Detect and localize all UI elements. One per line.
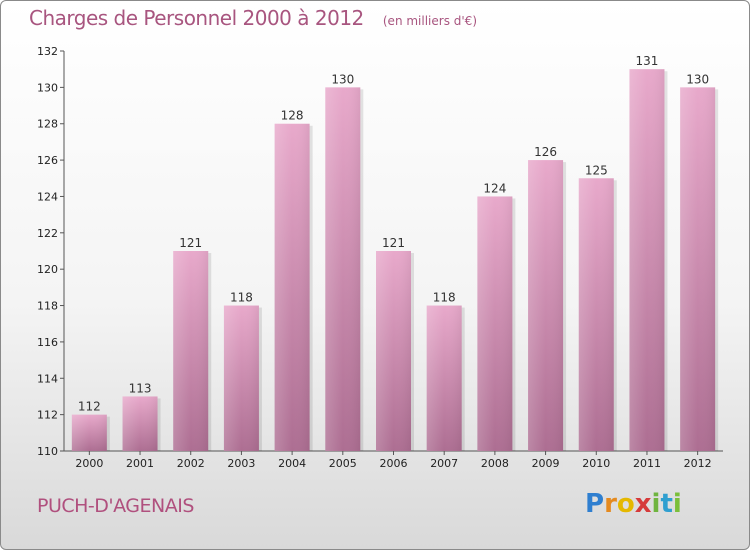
logo-letter: o	[616, 489, 635, 519]
bars: 112 113 121 118 128 130 121 118 124 126 125 131 130	[71, 54, 719, 452]
bar-highlight	[71, 414, 107, 451]
y-axis: 110 112 114 116 118 120 122 124 126 128 130 132	[37, 45, 65, 458]
bar-highlight	[477, 196, 513, 451]
bar-group: 121	[173, 236, 212, 451]
bar-group: 121	[376, 236, 414, 451]
logo-letter: i	[651, 489, 661, 519]
y-tick-label: 124	[37, 190, 58, 203]
x-tick-label: 2004	[278, 457, 306, 470]
data-label: 131	[636, 54, 659, 68]
y-tick-label: 110	[37, 445, 58, 458]
bar-group: 130	[325, 72, 364, 451]
bar-highlight	[122, 396, 158, 451]
bar-group: 113	[122, 381, 161, 451]
proxiti-logo: Proxiti	[585, 489, 682, 519]
x-tick-label: 2000	[75, 457, 103, 470]
bar-group: 130	[680, 72, 719, 451]
data-label: 112	[78, 400, 101, 414]
y-tick-label: 132	[37, 45, 58, 58]
data-label: 124	[483, 181, 506, 195]
bar-highlight	[680, 87, 716, 451]
x-tick-label: 2006	[380, 457, 408, 470]
bar-highlight	[528, 160, 564, 451]
x-tick-label: 2010	[582, 457, 610, 470]
data-label: 121	[382, 236, 405, 250]
logo-letter: t	[660, 489, 673, 519]
data-label: 125	[585, 163, 608, 177]
x-tick-label: 2008	[481, 457, 509, 470]
x-tick-label: 2005	[329, 457, 357, 470]
x-tick-label: 2011	[633, 457, 661, 470]
bar-highlight	[376, 251, 411, 451]
data-label: 126	[534, 145, 557, 159]
data-label: 118	[230, 291, 253, 305]
data-label: 121	[179, 236, 202, 250]
y-tick-label: 128	[37, 118, 58, 131]
commune-name: PUCH-D'AGENAIS	[37, 495, 194, 517]
logo-letter: x	[634, 489, 652, 519]
bar-highlight	[173, 251, 209, 451]
logo-letter: P	[585, 489, 605, 519]
x-tick-label: 2007	[430, 457, 458, 470]
bar-highlight	[274, 123, 310, 452]
bar-group: 126	[528, 145, 567, 451]
bar-group: 118	[426, 291, 465, 451]
y-tick-label: 122	[37, 227, 58, 240]
data-label: 128	[281, 109, 304, 123]
data-label: 130	[686, 72, 709, 86]
x-tick-label: 2012	[684, 457, 712, 470]
x-tick-label: 2002	[177, 457, 205, 470]
bar-group: 112	[71, 400, 110, 451]
bar-group: 124	[477, 181, 516, 451]
bar-group: 131	[629, 54, 668, 451]
title-block: Charges de Personnel 2000 à 2012 (en mil…	[29, 6, 477, 30]
bar-highlight	[426, 305, 462, 451]
chart-title: Charges de Personnel 2000 à 2012	[29, 6, 364, 30]
logo-letter: r	[604, 489, 617, 519]
data-label: 118	[433, 291, 456, 305]
bar-group: 128	[274, 109, 313, 452]
bar-group: 118	[223, 291, 262, 451]
y-tick-label: 114	[37, 372, 58, 385]
y-tick-label: 130	[37, 81, 58, 94]
data-label: 113	[129, 381, 152, 395]
bar-group: 125	[578, 163, 617, 452]
y-tick-label: 112	[37, 409, 58, 422]
bar-highlight	[325, 87, 361, 451]
bar-highlight	[629, 69, 665, 451]
chart-subtitle: (en milliers d'€)	[382, 14, 477, 28]
y-tick-label: 116	[37, 336, 58, 349]
bar-highlight	[578, 178, 614, 452]
x-axis: 2000 2001 2002 2003 2004 2005 2006 2007 2008 2009…	[64, 450, 723, 470]
x-tick-label: 2001	[126, 457, 154, 470]
y-tick-label: 120	[37, 263, 58, 276]
data-label: 130	[331, 72, 354, 86]
bar-highlight	[223, 305, 259, 451]
x-tick-label: 2003	[227, 457, 255, 470]
y-tick-label: 126	[37, 154, 58, 167]
logo-letter: i	[672, 489, 682, 519]
y-tick-label: 118	[37, 300, 58, 313]
x-tick-label: 2009	[532, 457, 560, 470]
